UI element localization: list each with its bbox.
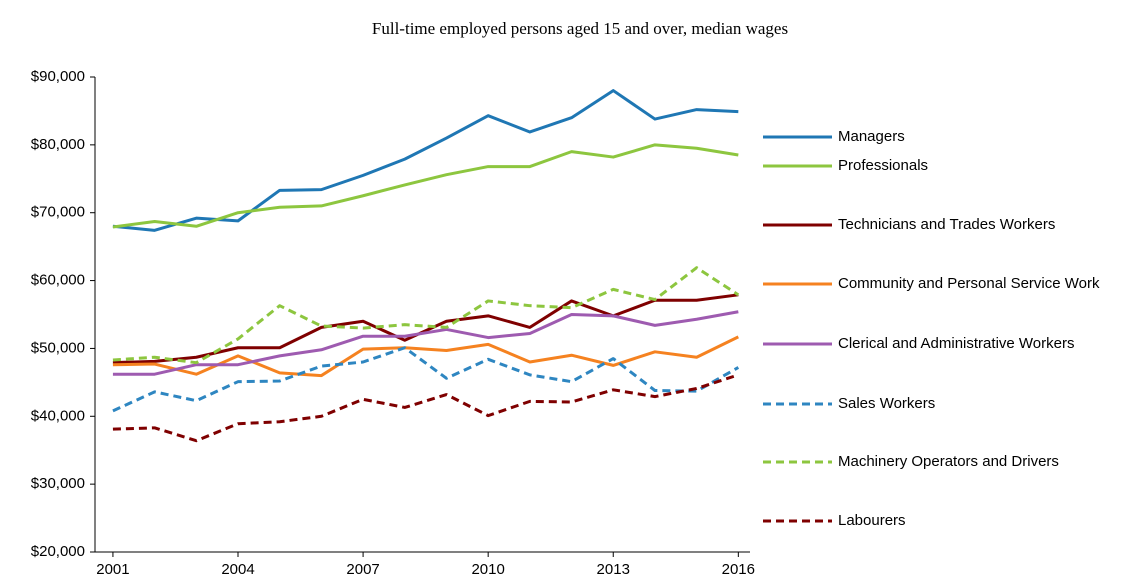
legend-label: Technicians and Trades Workers: [838, 216, 1055, 233]
y-tick-label: $60,000: [31, 272, 85, 289]
x-tick-label: 2013: [597, 561, 630, 578]
legend-label: Clerical and Administrative Workers: [838, 335, 1074, 352]
y-tick-label: $70,000: [31, 204, 85, 221]
y-tick-label: $40,000: [31, 407, 85, 424]
x-tick-label: 2004: [221, 561, 254, 578]
y-tick-label: $90,000: [31, 68, 85, 85]
series-line: [112, 143, 739, 229]
y-tick-label: $80,000: [31, 136, 85, 153]
y-tick-label: $20,000: [31, 543, 85, 560]
legend-label: Sales Workers: [838, 395, 935, 412]
legend-label: Professionals: [838, 157, 928, 174]
y-tick-label: $30,000: [31, 475, 85, 492]
series-line: [112, 293, 739, 365]
series-line: [112, 346, 740, 413]
series-line: [112, 266, 740, 365]
x-tick-label: 2016: [722, 561, 755, 578]
y-tick-label: $50,000: [31, 339, 85, 356]
legend-label: Machinery Operators and Drivers: [838, 453, 1059, 470]
chart-title: Full-time employed persons aged 15 and o…: [372, 19, 788, 38]
legend-label: Labourers: [838, 512, 906, 529]
series-line: [112, 89, 739, 232]
series-line: [112, 373, 739, 443]
legend-label: Community and Personal Service Work: [838, 275, 1100, 292]
x-tick-label: 2007: [346, 561, 379, 578]
x-tick-label: 2001: [96, 561, 129, 578]
series-line: [112, 310, 739, 376]
legend-label: Managers: [838, 128, 905, 145]
x-tick-label: 2010: [471, 561, 504, 578]
